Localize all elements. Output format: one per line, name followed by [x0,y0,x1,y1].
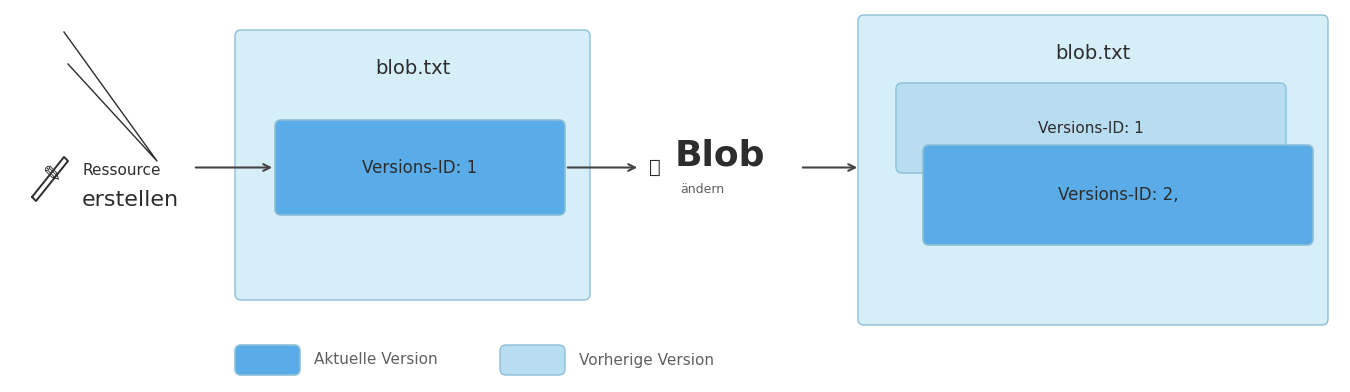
Text: ändern: ändern [680,183,724,196]
Text: Versions-ID: 2,: Versions-ID: 2, [1057,186,1179,204]
FancyBboxPatch shape [923,145,1314,245]
FancyBboxPatch shape [275,120,566,215]
Text: Ressource: Ressource [82,163,161,178]
Text: erstellen: erstellen [82,190,180,210]
FancyBboxPatch shape [500,345,566,375]
Text: Vorherige Version: Vorherige Version [579,352,714,368]
Text: Versions-ID: 1: Versions-ID: 1 [1038,120,1143,136]
FancyBboxPatch shape [859,15,1328,325]
Text: blob.txt: blob.txt [1056,44,1130,62]
Text: blob.txt: blob.txt [375,58,450,78]
Text: Aktuelle Version: Aktuelle Version [315,352,437,368]
Text: ✎: ✎ [43,165,61,185]
FancyBboxPatch shape [896,83,1287,173]
FancyBboxPatch shape [235,30,590,300]
Text: Blob: Blob [675,138,765,172]
FancyBboxPatch shape [235,345,300,375]
Text: 🔧: 🔧 [649,158,662,177]
Text: Versions-ID: 1: Versions-ID: 1 [362,158,478,176]
